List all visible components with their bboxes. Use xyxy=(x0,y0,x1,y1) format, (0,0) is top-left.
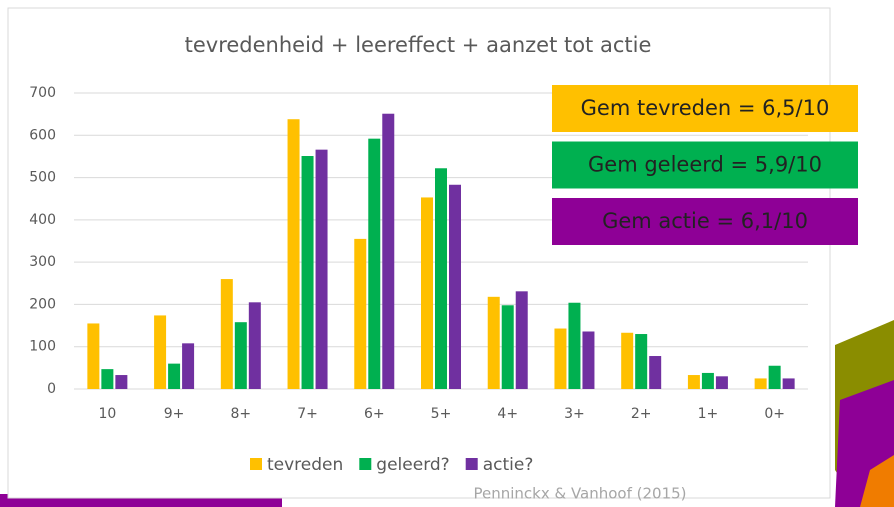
bar xyxy=(769,366,781,389)
bar xyxy=(502,305,514,389)
bar xyxy=(516,291,528,389)
bar xyxy=(168,364,180,389)
bar xyxy=(568,303,580,389)
bar xyxy=(288,119,300,389)
annotation-text: Gem geleerd = 5,9/10 xyxy=(588,153,822,177)
y-tick-label: 200 xyxy=(29,296,56,312)
bar xyxy=(316,150,328,389)
bar xyxy=(368,139,380,389)
bar xyxy=(435,168,447,389)
bar xyxy=(182,343,194,389)
bar xyxy=(449,185,461,389)
x-tick-label: 9+ xyxy=(164,406,185,422)
x-tick-label: 2+ xyxy=(631,406,652,422)
x-tick-label: 3+ xyxy=(564,406,585,422)
source: Penninckx & Vanhoof (2015) xyxy=(473,485,686,503)
bar xyxy=(755,378,767,389)
bar xyxy=(302,156,314,389)
bar xyxy=(702,373,714,389)
bar xyxy=(354,239,366,389)
y-tick-label: 400 xyxy=(29,212,56,228)
x-tick-label: 1+ xyxy=(698,406,719,422)
y-tick-label: 600 xyxy=(29,127,56,143)
bar xyxy=(783,378,795,389)
x-tick-label: 4+ xyxy=(497,406,518,422)
x-tick-label: 8+ xyxy=(230,406,251,422)
y-tick-label: 500 xyxy=(29,170,56,186)
chart-title: tevredenheid + leereffect + aanzet tot a… xyxy=(185,33,652,57)
legend-label: tevreden xyxy=(267,455,343,475)
x-tick-label: 0+ xyxy=(764,406,785,422)
bar xyxy=(235,322,247,389)
chart-area xyxy=(8,8,830,498)
bar xyxy=(249,302,261,389)
bar xyxy=(421,197,433,389)
x-tick-label: 5+ xyxy=(431,406,452,422)
bar xyxy=(554,329,566,389)
bar xyxy=(649,356,661,389)
bar xyxy=(115,375,127,389)
bar xyxy=(101,369,113,389)
annotation-text: Gem tevreden = 6,5/10 xyxy=(581,96,830,120)
legend-swatch xyxy=(250,458,262,470)
x-tick-label: 7+ xyxy=(297,406,318,422)
bar xyxy=(621,333,633,389)
y-tick-label: 300 xyxy=(29,254,56,270)
bar xyxy=(635,334,647,389)
x-tick-label: 10 xyxy=(98,406,116,422)
x-tick-label: 6+ xyxy=(364,406,385,422)
bar xyxy=(154,315,166,389)
y-tick-label: 0 xyxy=(47,381,56,397)
y-tick-label: 100 xyxy=(29,339,56,355)
legend-swatch xyxy=(466,458,478,470)
bar xyxy=(488,297,500,389)
legend-label: geleerd? xyxy=(376,455,449,475)
bar xyxy=(221,279,233,389)
bar xyxy=(716,376,728,389)
bar xyxy=(382,114,394,389)
annotation-text: Gem actie = 6,1/10 xyxy=(602,209,808,233)
bar xyxy=(87,323,99,389)
y-tick-label: 700 xyxy=(29,85,56,101)
bar xyxy=(582,331,594,389)
legend-label: actie? xyxy=(483,455,534,475)
bar xyxy=(688,375,700,389)
chart: tevredenheid + leereffect + aanzet tot a… xyxy=(0,0,894,507)
legend-swatch xyxy=(359,458,371,470)
